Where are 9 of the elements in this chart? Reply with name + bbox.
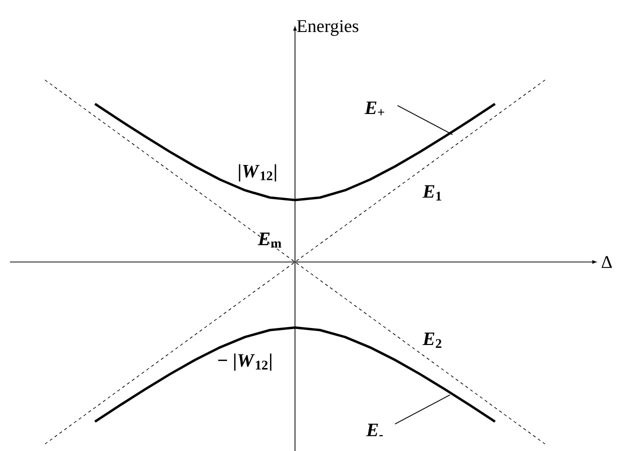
y-axis-title: Energies [297, 20, 358, 36]
legend-label: E$_{+}$ [364, 102, 384, 116]
series-label: E$_{2}$ [422, 332, 442, 348]
annotation: E$_{m}$ [258, 232, 282, 248]
text: E$_{-}$ [366, 424, 383, 436]
annotation: |W$_{12}$| [238, 164, 276, 182]
x-axis-title: Δ [602, 256, 612, 268]
annotation: − |W$_{12}$| [218, 354, 272, 371]
series-label: E$_{1}$ [422, 185, 442, 200]
